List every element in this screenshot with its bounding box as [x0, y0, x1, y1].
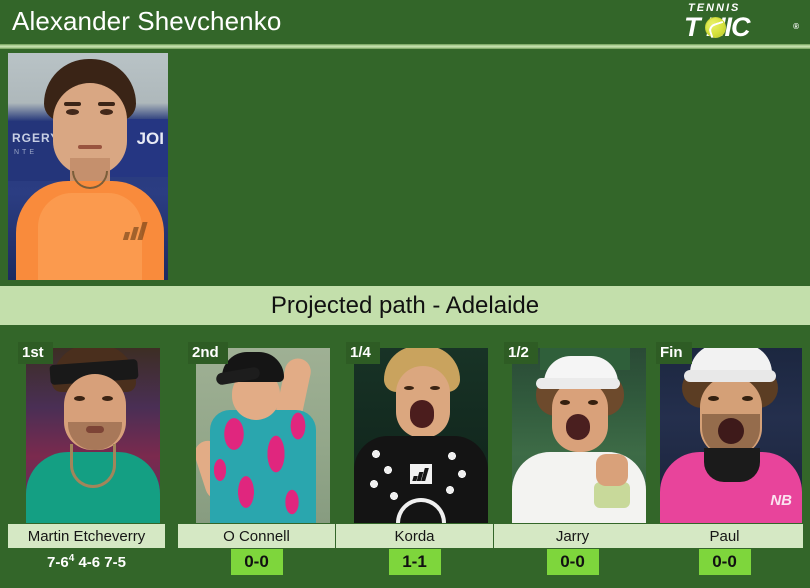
match-score: 7-64 4-6 7-5 — [8, 549, 165, 575]
banner-left-subtext: NTE — [14, 149, 37, 156]
opponent-name[interactable]: Jarry — [494, 524, 651, 548]
path-card-1st[interactable]: 1st Martin Etcheverry 7-64 4-6 7-5 — [8, 336, 165, 588]
header-divider — [0, 44, 810, 49]
new-balance-logo-icon: NB — [770, 492, 792, 509]
player-brow-right — [98, 102, 115, 106]
path-card-2nd[interactable]: 2nd O Connell 0-0 — [178, 336, 335, 588]
player-mouth — [78, 145, 102, 149]
score-set-1: 7-64 — [47, 553, 75, 571]
opponent-name[interactable]: Paul — [646, 524, 803, 548]
head-to-head-badge: 0-0 — [698, 549, 751, 575]
path-card-final[interactable]: Fin NB Paul 0-0 — [646, 336, 803, 588]
banner-left-text: RGERY — [12, 131, 60, 145]
score-set-2: 4-6 — [78, 553, 101, 571]
projected-path-band: Projected path - Adelaide — [0, 286, 810, 325]
opponent-name[interactable]: O Connell — [178, 524, 335, 548]
adidas-logo-icon — [122, 222, 150, 240]
logo-tennis-text: TENNIS — [688, 2, 741, 14]
head-to-head-badge: 1-1 — [388, 549, 441, 575]
round-badge: Fin — [656, 342, 692, 364]
opponent-photo — [196, 348, 330, 523]
tennis-ball-icon — [705, 17, 726, 38]
page-title: Alexander Shevchenko — [12, 6, 282, 36]
round-badge: 1/2 — [504, 342, 538, 364]
player-eye-left — [66, 109, 79, 115]
head-to-head-badge: 0-0 — [230, 549, 283, 575]
player-eye-right — [100, 109, 113, 115]
tiebreak-1: 4 — [68, 553, 75, 564]
path-card-semifinal[interactable]: 1/2 Jarry 0-0 — [494, 336, 651, 588]
page-header: Alexander Shevchenko TENNIS T NIC ® — [0, 0, 810, 44]
opponent-photo: NB — [660, 348, 802, 523]
player-main-photo: RGERY NTE JOI — [8, 53, 168, 280]
score-set-3: 7-5 — [104, 553, 126, 571]
round-badge: 2nd — [188, 342, 228, 364]
opponent-photo — [354, 348, 488, 523]
round-badge: 1st — [18, 342, 53, 364]
logo-tonic-text: T NIC ® — [682, 14, 800, 41]
opponent-name[interactable]: Martin Etcheverry — [8, 524, 165, 548]
head-to-head-badge: 0-0 — [546, 549, 599, 575]
opponent-photo — [26, 348, 160, 523]
round-badge: 1/4 — [346, 342, 380, 364]
opponent-name[interactable]: Korda — [336, 524, 493, 548]
registered-mark: ® — [793, 22, 799, 31]
player-brow-left — [64, 102, 81, 106]
projected-path-cards: 1st Martin Etcheverry 7-64 4-6 7-5 2nd O… — [0, 336, 810, 588]
tennis-tonic-logo[interactable]: TENNIS T NIC ® — [682, 2, 800, 44]
path-card-quarterfinal[interactable]: 1/4 Korda 1-1 — [336, 336, 493, 588]
banner-right-text: JOI — [136, 129, 164, 148]
projected-path-title: Projected path - Adelaide — [270, 291, 540, 319]
opponent-photo — [512, 348, 646, 523]
